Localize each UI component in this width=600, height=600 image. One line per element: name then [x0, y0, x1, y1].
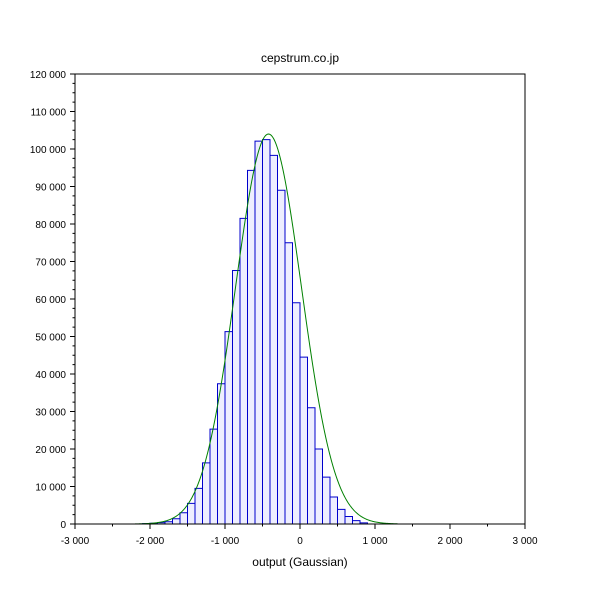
histogram-bar: [232, 270, 241, 525]
histogram-bar: [209, 428, 218, 525]
histogram-bar: [179, 512, 188, 525]
gaussian-fit-curve: [134, 133, 398, 525]
histogram-bar: [254, 140, 263, 525]
histogram-bar: [202, 462, 211, 525]
y-tick-label: 50 000: [35, 333, 66, 344]
histogram-bar: [337, 508, 346, 525]
histogram-bar: [307, 407, 316, 525]
x-tick-label: 2 000: [437, 536, 462, 547]
y-tick-label: 100 000: [30, 145, 67, 156]
histogram-bar: [299, 356, 308, 525]
histogram-bar: [269, 154, 278, 525]
y-tick-label: 0: [60, 520, 66, 531]
histogram-bar: [344, 516, 353, 525]
y-tick-label: 70 000: [35, 258, 66, 269]
x-tick-label: -2 000: [136, 536, 165, 547]
y-tick-label: 60 000: [35, 295, 66, 306]
y-tick-label: 120 000: [30, 70, 67, 81]
x-tick-label: 3 000: [512, 536, 537, 547]
y-tick-label: 40 000: [35, 370, 66, 381]
histogram-bar: [322, 476, 331, 525]
histogram-bar: [172, 518, 181, 525]
y-tick-label: 80 000: [35, 220, 66, 231]
histogram-bar: [217, 383, 226, 525]
x-axis-label: output (Gaussian): [252, 555, 347, 569]
chart-title: cepstrum.co.jp: [261, 51, 339, 65]
histogram-bar: [284, 242, 293, 525]
histogram-bar: [247, 169, 256, 525]
y-tick-label: 110 000: [31, 108, 67, 119]
x-tick-label: 0: [297, 536, 303, 547]
y-axis: 0 10 000 20 000 30 000 40 000 50 000 60 000 70 …: [30, 70, 75, 531]
y-tick-label: 10 000: [35, 483, 66, 494]
y-tick-label: 30 000: [35, 408, 66, 419]
x-axis: -3 000 -2 000 -1 000 0 1 000 2 000 3 000: [61, 524, 538, 547]
histogram-bar: [329, 496, 338, 525]
histogram-bars: [142, 139, 368, 525]
x-tick-label: 1 000: [362, 536, 387, 547]
x-tick-label: -3 000: [61, 536, 90, 547]
x-tick-label: -1 000: [211, 536, 240, 547]
y-tick-label: 20 000: [35, 445, 66, 456]
histogram-bar: [352, 520, 361, 525]
histogram-bar: [262, 139, 271, 525]
histogram-bar: [277, 189, 286, 525]
histogram-bar: [292, 302, 301, 525]
histogram-bar: [224, 331, 233, 525]
histogram-bar: [194, 487, 203, 525]
histogram-bar: [187, 502, 196, 525]
histogram-bar: [314, 448, 323, 525]
y-tick-label: 90 000: [35, 183, 66, 194]
histogram-bar: [239, 217, 248, 525]
